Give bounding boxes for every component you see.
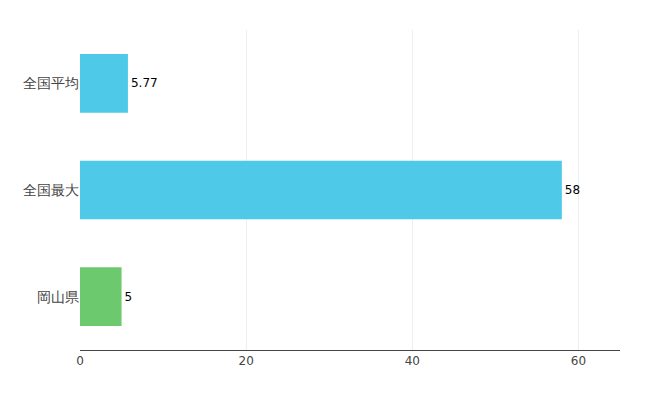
svg-text:岡山県: 岡山県 (37, 289, 79, 305)
svg-text:60: 60 (571, 354, 586, 368)
svg-text:全国平均: 全国平均 (23, 75, 79, 91)
svg-text:58: 58 (565, 183, 580, 197)
svg-text:20: 20 (239, 354, 254, 368)
svg-text:全国最大: 全国最大 (23, 182, 79, 198)
svg-text:40: 40 (405, 354, 420, 368)
svg-text:5.77: 5.77 (131, 76, 158, 90)
svg-text:5: 5 (125, 290, 133, 304)
svg-text:0: 0 (76, 354, 84, 368)
